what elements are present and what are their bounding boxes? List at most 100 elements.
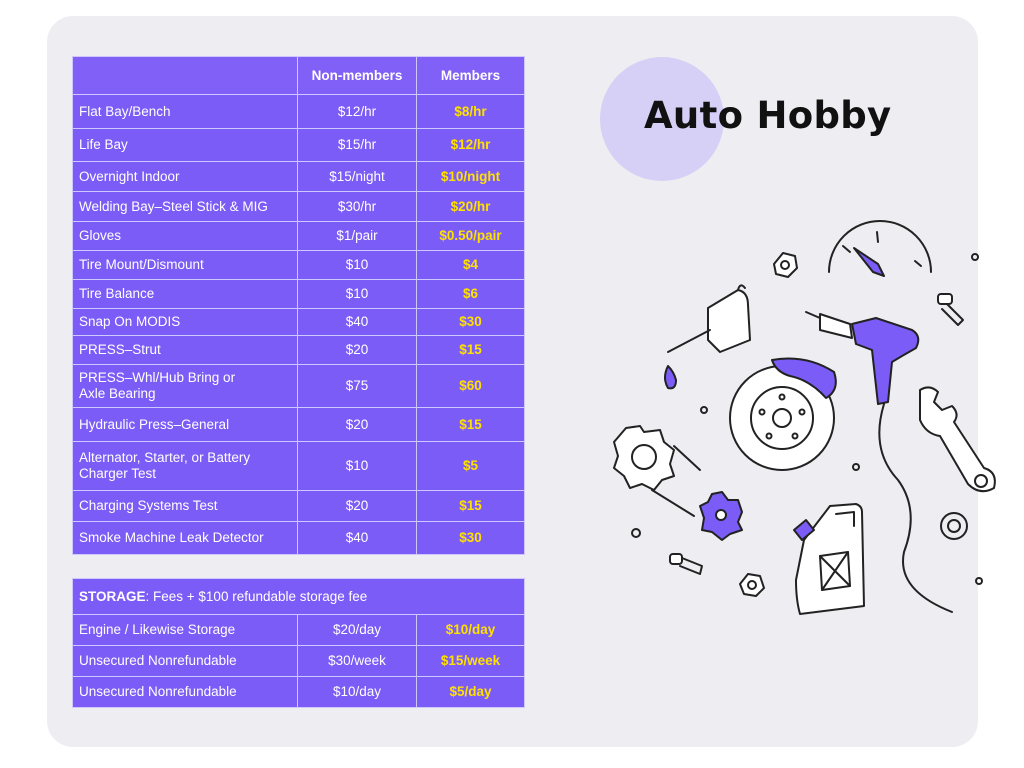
storage-header-row: STORAGE: Fees + $100 refundable storage … <box>72 578 525 615</box>
wrench-icon <box>919 386 996 493</box>
item-name: Alternator, Starter, or Battery Charger T… <box>72 441 298 491</box>
item-name-line-2: Axle Bearing <box>79 386 156 401</box>
rates-table: Non-members Members Flat Bay/Bench $12/h… <box>72 56 525 555</box>
non-member-price: $75 <box>297 364 417 408</box>
bolt-icon <box>669 553 703 575</box>
non-member-price: $10 <box>297 279 417 309</box>
header-non-members: Non-members <box>297 56 417 95</box>
item-name: Smoke Machine Leak Detector <box>72 521 298 555</box>
non-member-price: $12/hr <box>297 94 417 129</box>
item-name: Welding Bay–Steel Stick & MIG <box>72 191 298 222</box>
item-name: Flat Bay/Bench <box>72 94 298 129</box>
item-name: Gloves <box>72 221 298 251</box>
item-name: Life Bay <box>72 128 298 162</box>
member-price: $12/hr <box>416 128 525 162</box>
item-name: Tire Mount/Dismount <box>72 250 298 280</box>
member-price: $60 <box>416 364 525 408</box>
non-member-price: $40 <box>297 521 417 555</box>
item-name: Unsecured Nonrefundable <box>72 645 298 677</box>
dot-icon <box>700 406 708 414</box>
non-member-price: $10 <box>297 441 417 491</box>
storage-note: : Fees + $100 refundable storage fee <box>145 588 368 604</box>
dot-icon <box>852 463 860 471</box>
item-name: Overnight Indoor <box>72 161 298 192</box>
storage-label: STORAGE <box>79 588 146 604</box>
table-header-row: Non-members Members <box>72 56 525 95</box>
table-row: Gloves $1/pair $0.50/pair <box>72 221 525 251</box>
nut-icon <box>773 252 798 278</box>
table-row: Charging Systems Test $20 $15 <box>72 490 525 522</box>
member-price: $0.50/pair <box>416 221 525 251</box>
tools-illustration <box>613 220 996 615</box>
item-name-line-2: Charger Test <box>79 466 157 481</box>
item-name-line-1: Alternator, Starter, or Battery <box>79 450 251 465</box>
item-name: Hydraulic Press–General <box>72 407 298 442</box>
non-member-price: $10 <box>297 250 417 280</box>
gauge-icon <box>828 220 932 277</box>
member-price: $6 <box>416 279 525 309</box>
member-price: $15 <box>416 407 525 442</box>
member-price: $5/day <box>416 676 525 708</box>
table-row: Tire Balance $10 $6 <box>72 279 525 309</box>
item-name: Unsecured Nonrefundable <box>72 676 298 708</box>
nut-icon <box>739 573 765 597</box>
member-price: $15/week <box>416 645 525 677</box>
member-price: $15 <box>416 335 525 365</box>
dot-icon <box>971 253 979 261</box>
non-member-price: $15/hr <box>297 128 417 162</box>
member-price: $5 <box>416 441 525 491</box>
dot-icon <box>631 528 641 538</box>
table-row: PRESS–Whl/Hub Bring or Axle Bearing $75 $… <box>72 364 525 408</box>
table-row: PRESS–Strut $20 $15 <box>72 335 525 365</box>
item-name-line-1: PRESS–Whl/Hub Bring or <box>79 370 236 385</box>
member-price: $4 <box>416 250 525 280</box>
item-name: Tire Balance <box>72 279 298 309</box>
header-item <box>72 56 298 95</box>
table-row: Welding Bay–Steel Stick & MIG $30/hr $20… <box>72 191 525 222</box>
table-row: Flat Bay/Bench $12/hr $8/hr <box>72 94 525 129</box>
member-price: $30 <box>416 521 525 555</box>
storage-header: STORAGE: Fees + $100 refundable storage … <box>72 578 525 615</box>
header-members: Members <box>416 56 525 95</box>
table-row: Snap On MODIS $40 $30 <box>72 308 525 336</box>
member-price: $30 <box>416 308 525 336</box>
table-row: Overnight Indoor $15/night $10/night <box>72 161 525 192</box>
bolt-icon <box>937 293 964 326</box>
gear-icon <box>651 489 743 541</box>
item-name: Engine / Likewise Storage <box>72 614 298 646</box>
non-member-price: $20 <box>297 407 417 442</box>
washer-icon <box>940 512 968 540</box>
member-price: $20/hr <box>416 191 525 222</box>
drill-icon <box>805 311 953 613</box>
table-row: Unsecured Nonrefundable $30/week $15/wee… <box>72 645 525 677</box>
table-row: Alternator, Starter, or Battery Charger T… <box>72 441 525 491</box>
member-price: $10/day <box>416 614 525 646</box>
non-member-price: $10/day <box>297 676 417 708</box>
non-member-price: $40 <box>297 308 417 336</box>
item-name: Charging Systems Test <box>72 490 298 522</box>
member-price: $15 <box>416 490 525 522</box>
table-row: Tire Mount/Dismount $10 $4 <box>72 250 525 280</box>
brake-disc-icon <box>729 357 837 471</box>
oil-can-icon <box>664 284 751 390</box>
non-member-price: $30/week <box>297 645 417 677</box>
table-row: Unsecured Nonrefundable $10/day $5/day <box>72 676 525 708</box>
page-title: Auto Hobby <box>644 94 892 137</box>
member-price: $8/hr <box>416 94 525 129</box>
table-row: Engine / Likewise Storage $20/day $10/da… <box>72 614 525 646</box>
non-member-price: $20/day <box>297 614 417 646</box>
table-row: Hydraulic Press–General $20 $15 <box>72 407 525 442</box>
item-name: Snap On MODIS <box>72 308 298 336</box>
item-name: PRESS–Strut <box>72 335 298 365</box>
non-member-price: $20 <box>297 335 417 365</box>
non-member-price: $20 <box>297 490 417 522</box>
title-circle <box>600 57 724 181</box>
non-member-price: $1/pair <box>297 221 417 251</box>
table-row: Smoke Machine Leak Detector $40 $30 <box>72 521 525 555</box>
jerry-can-icon <box>793 503 865 615</box>
table-row: Life Bay $15/hr $12/hr <box>72 128 525 162</box>
non-member-price: $30/hr <box>297 191 417 222</box>
gear-icon <box>613 425 701 491</box>
member-price: $10/night <box>416 161 525 192</box>
dot-icon <box>975 577 983 585</box>
